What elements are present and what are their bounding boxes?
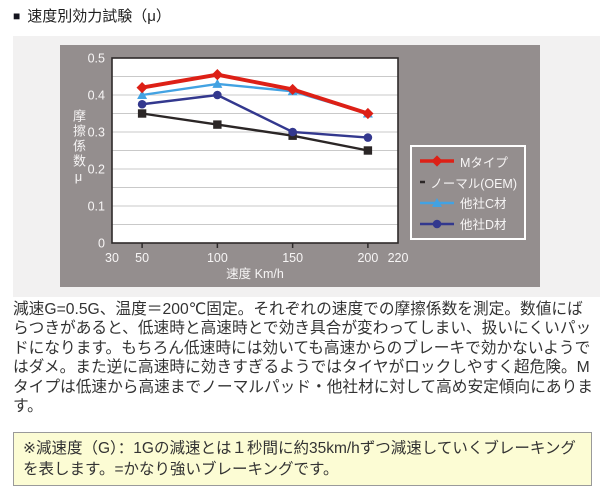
x-tick-label: 150 bbox=[282, 251, 303, 265]
plot-border bbox=[111, 57, 399, 244]
series-3-marker bbox=[288, 127, 297, 137]
x-tick-label: 50 bbox=[135, 251, 149, 265]
legend-swatch-triangle bbox=[420, 197, 454, 207]
legend-marker-diamond bbox=[431, 155, 443, 167]
series-0-marker bbox=[211, 69, 223, 81]
series-3-marker bbox=[137, 99, 147, 109]
series-2-marker bbox=[137, 90, 148, 99]
chart-panel: 0 0.1 0.2 0.3 0.4 0.5 30 50 100 150 200 220 速度 Km/h … bbox=[60, 45, 540, 287]
series-1-line bbox=[141, 112, 369, 152]
legend-row: Mタイプ bbox=[419, 152, 517, 171]
series-3-marker bbox=[363, 133, 373, 142]
chart-section: 0 0.1 0.2 0.3 0.4 0.5 30 50 100 150 200 220 速度 Km/h … bbox=[13, 36, 600, 297]
x-tick-label: 200 bbox=[357, 251, 378, 265]
series-1-marker bbox=[363, 146, 373, 155]
x-tick-label: 220 bbox=[388, 251, 409, 265]
page-title: ■ 速度別効力試験（μ） bbox=[13, 5, 171, 26]
y-axis-label: 摩擦係数μ bbox=[71, 109, 86, 186]
description-text: 減速G=0.5G、温度＝200℃固定。それぞれの速度での摩擦係数を測定。数値にば… bbox=[13, 301, 593, 416]
legend-label: Mタイプ bbox=[460, 155, 508, 170]
note-box: ※減速度（G）：1Gの減速とは１秒間に約35km/hずつ減速していくブレーキング… bbox=[13, 432, 592, 486]
legend-row: 他社D材 bbox=[419, 214, 517, 233]
legend-swatch-square bbox=[420, 180, 426, 184]
legend-row: ノーマル(OEM) bbox=[419, 173, 517, 192]
page-title-text: 速度別効力試験（μ） bbox=[27, 8, 171, 25]
chart-legend: Mタイプノーマル(OEM) 他社C材他社D材 bbox=[410, 145, 526, 240]
note-text: ※減速度（G）：1Gの減速とは１秒間に約35km/hずつ減速していくブレーキング… bbox=[23, 440, 576, 478]
series-0-marker bbox=[362, 107, 374, 120]
series-2-marker bbox=[212, 78, 223, 88]
series-0-marker bbox=[287, 83, 299, 96]
series-0-line bbox=[141, 72, 369, 116]
series-0-marker bbox=[136, 82, 148, 94]
y-tick-label: 0.2 bbox=[88, 163, 105, 177]
x-axis-label: 速度 Km/h bbox=[226, 266, 284, 281]
series-1-marker bbox=[137, 109, 147, 118]
y-tick-label: 0.1 bbox=[88, 200, 105, 214]
series-3-marker bbox=[213, 90, 222, 100]
y-tick-label: 0 bbox=[98, 237, 105, 251]
title-bullet-icon: ■ bbox=[13, 8, 21, 23]
legend-marker-circle bbox=[432, 219, 442, 228]
y-tick-label: 0.4 bbox=[88, 89, 105, 103]
x-tick-label: 100 bbox=[207, 251, 228, 265]
y-tick-label: 0.5 bbox=[88, 52, 105, 66]
x-tick-label: 30 bbox=[105, 251, 119, 265]
legend-row: 他社C材 bbox=[419, 193, 517, 212]
legend-label: 他社D材 bbox=[460, 218, 507, 233]
legend-swatch-circle bbox=[420, 219, 454, 228]
legend-label: 他社C材 bbox=[460, 197, 507, 212]
series-3-line bbox=[141, 93, 368, 139]
y-tick-label: 0.3 bbox=[88, 126, 105, 140]
friction-chart: 0 0.1 0.2 0.3 0.4 0.5 30 50 100 150 200 220 速度 Km/h bbox=[88, 52, 409, 282]
legend-marker-triangle bbox=[432, 197, 442, 207]
series-1-marker bbox=[213, 120, 222, 129]
legend-label: ノーマル(OEM) bbox=[430, 176, 517, 191]
legend-swatch-diamond bbox=[420, 155, 454, 167]
